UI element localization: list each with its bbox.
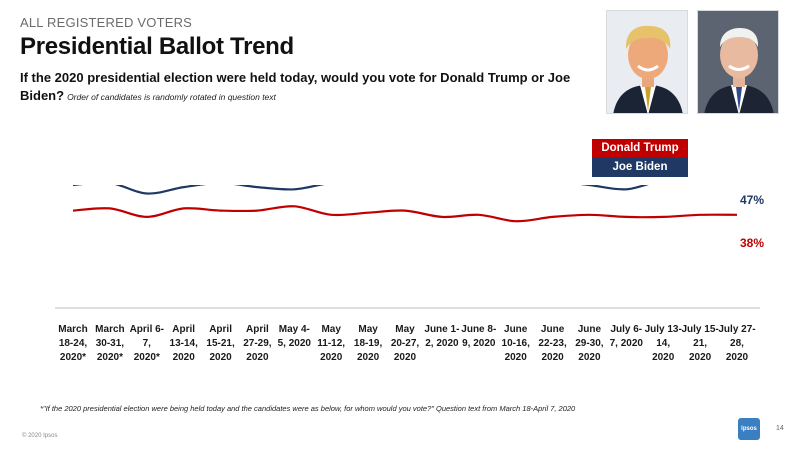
biden-end-label: 47% [740, 193, 764, 207]
biden-series-line [73, 185, 649, 195]
x-tick-label: May 11-12, 2020 [317, 324, 345, 363]
question-main: If the 2020 presidential election were h… [20, 70, 571, 103]
x-tick-label: May 4-5, 2020 [278, 324, 312, 349]
question-note: Order of candidates is randomly rotated … [67, 92, 276, 102]
x-tick-label: July 27-28, 2020 [718, 324, 755, 363]
footnote: *"If the 2020 presidential election were… [40, 404, 576, 413]
x-tick-label: April 6-7, 2020* [130, 324, 164, 363]
x-tick-labels: March 18-24, 2020* March 30-31, 2020*April 6-… [58, 324, 755, 363]
trump-portrait-illustration [607, 11, 687, 113]
x-tick-label: July 13-14, 2020 [645, 324, 682, 363]
legend-trump: Donald Trump [592, 139, 688, 158]
legend-biden: Joe Biden [592, 158, 688, 177]
copyright: © 2020 Ipsos [22, 433, 58, 439]
x-tick-label: June 29-30, 2020 [575, 324, 604, 363]
x-tick-label: March 18-24, 2020* [58, 324, 87, 363]
trump-series-line [72, 205, 738, 223]
brand-logo: Ipsos [738, 418, 760, 440]
x-tick-label: May 18-19, 2020 [354, 324, 383, 363]
supertitle: ALL REGISTERED VOTERS [20, 15, 193, 30]
page-title: Presidential Ballot Trend [20, 33, 294, 60]
trump-photo [606, 10, 688, 114]
x-tick-label: March 30-31, 2020* [95, 324, 124, 363]
x-tick-label: June 1-2, 2020 [424, 324, 459, 349]
x-tick-label: April 27-29, 2020 [243, 324, 272, 363]
x-tick-label: May 20-27, 2020 [391, 324, 420, 363]
x-tick-label: June 22-23, 2020 [538, 324, 567, 363]
x-tick-label: July 15-21, 2020 [681, 324, 718, 363]
x-tick-label: April 13-14, 2020 [170, 324, 199, 363]
biden-portrait-illustration [698, 11, 778, 113]
x-tick-label: June 8-9, 2020 [461, 324, 496, 349]
page-number: 14 [776, 425, 784, 432]
x-tick-label: April 15-21, 2020 [206, 324, 235, 363]
question-text: If the 2020 presidential election were h… [20, 69, 590, 106]
ballot-trend-chart: 47% 38% March 18-24, 2020* March 30-31, 2020*… [55, 185, 764, 363]
biden-photo [697, 10, 779, 114]
trump-end-label: 38% [740, 236, 764, 250]
x-tick-label: June 10-16, 2020 [502, 324, 531, 363]
x-tick-label: July 6-7, 2020 [610, 324, 644, 349]
